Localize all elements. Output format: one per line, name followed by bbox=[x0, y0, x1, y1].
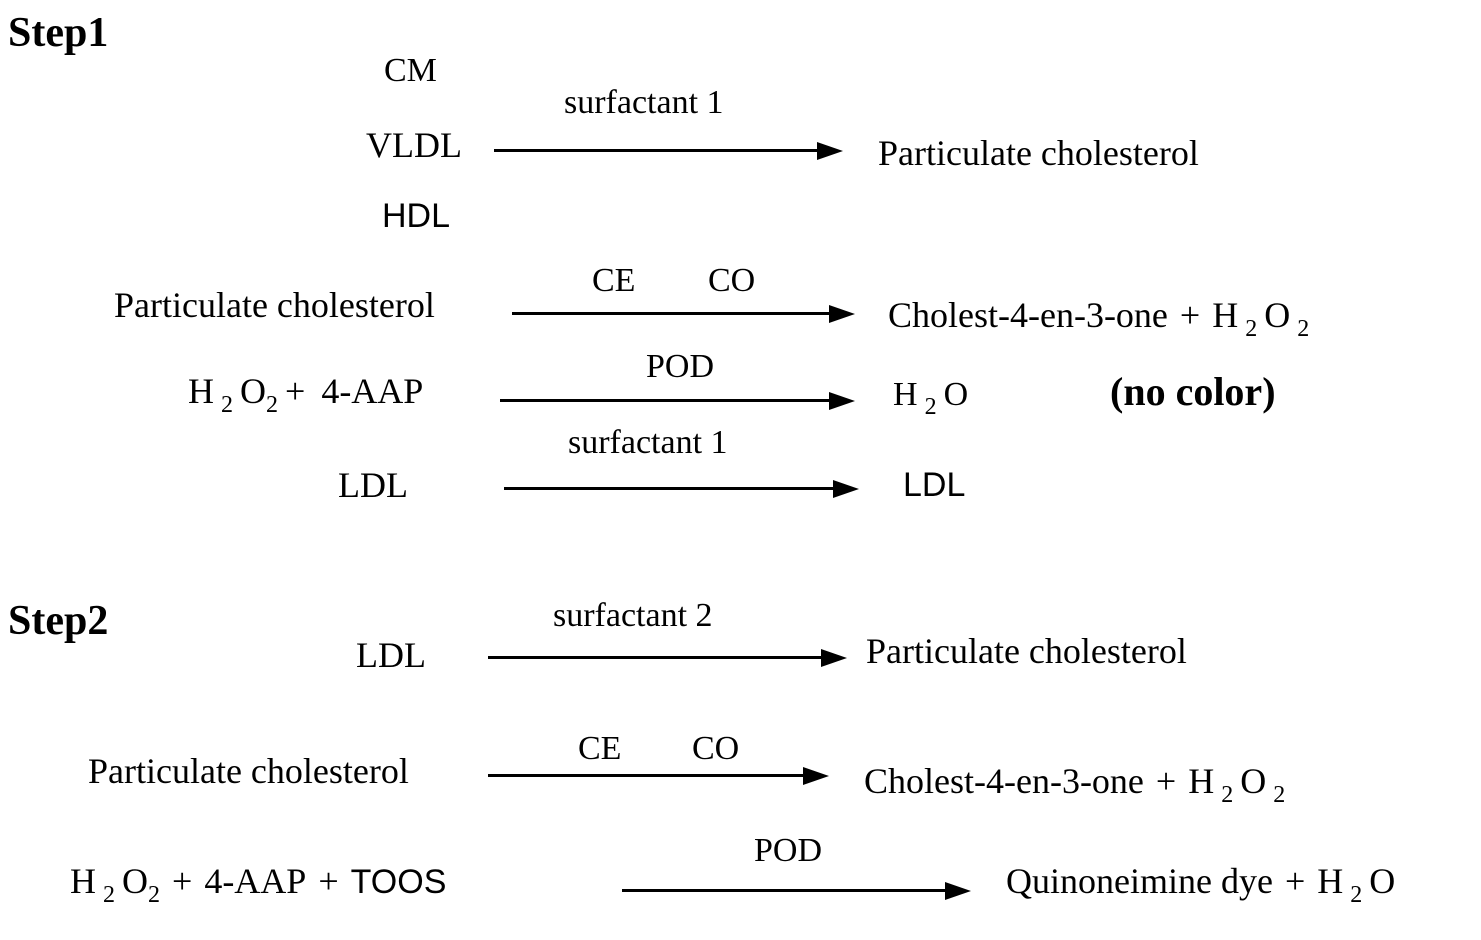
enzyme-ce-label: CE bbox=[578, 730, 622, 767]
h2o2-sub2b: 2 bbox=[148, 882, 160, 908]
toos-label: TOOS bbox=[350, 863, 447, 901]
step2-heading: Step2 bbox=[8, 598, 109, 644]
reaction-arrow-step1-pod bbox=[500, 399, 830, 402]
reaction-arrow-step2-pod bbox=[622, 889, 946, 892]
h2o2-O: O bbox=[240, 371, 266, 411]
product-ldl: LDL bbox=[903, 466, 966, 504]
h2o2-sub2b: 2 bbox=[1273, 782, 1286, 808]
h2o2-H: H bbox=[188, 371, 214, 411]
reactant-particulate-cholesterol: Particulate cholesterol bbox=[114, 285, 435, 325]
catalyst-surfactant1-label: surfactant 1 bbox=[564, 84, 724, 121]
h2o2-H: H bbox=[1188, 761, 1215, 801]
h2o-H: H bbox=[1317, 861, 1344, 901]
h2o2-H: H bbox=[70, 861, 96, 901]
four-aap-label: 4-AAP bbox=[321, 371, 424, 411]
four-aap-label: 4-AAP bbox=[204, 861, 307, 901]
enzyme-pod-label: POD bbox=[646, 348, 715, 385]
product-particulate-cholesterol: Particulate cholesterol bbox=[878, 133, 1199, 173]
h2o-O: O bbox=[943, 376, 969, 413]
reactant-cm: CM bbox=[384, 52, 437, 89]
quinoneimine-dye-label: Quinoneimine dye bbox=[1006, 861, 1273, 901]
plus-sign: + bbox=[285, 371, 306, 411]
no-color-annotation: (no color) bbox=[1110, 369, 1276, 414]
h2o2-sub2: 2 bbox=[103, 882, 115, 908]
step1-pod-reactants: H 2 O2 +4-AAP bbox=[188, 371, 424, 418]
step2-oxidation-products: Cholest-4-en-3-one + H 2 O 2 bbox=[864, 761, 1285, 808]
cholestenone-label: Cholest-4-en-3-one bbox=[888, 295, 1168, 335]
enzyme-ce-label: CE bbox=[592, 262, 636, 299]
reactant-vldl: VLDL bbox=[366, 125, 462, 165]
h2o2-O: O bbox=[1240, 761, 1267, 801]
enzyme-co-label: CO bbox=[708, 262, 756, 299]
reaction-arrow-step1-ldl-unchanged bbox=[504, 487, 834, 490]
h2o2-sub2: 2 bbox=[1245, 316, 1258, 342]
h2o2-sub2b: 2 bbox=[1297, 316, 1310, 342]
h2o-sub2: 2 bbox=[1350, 882, 1363, 908]
plus-sign: + bbox=[1155, 761, 1177, 801]
enzyme-pod-label: POD bbox=[754, 832, 823, 869]
h2o2-H: H bbox=[1212, 295, 1239, 335]
reactant-hdl: HDL bbox=[382, 197, 451, 235]
cholestenone-label: Cholest-4-en-3-one bbox=[864, 761, 1144, 801]
plus-sign: + bbox=[1284, 861, 1306, 901]
h2o-O: O bbox=[1369, 861, 1396, 901]
reaction-arrow-step2-solubilization bbox=[488, 656, 822, 659]
step1-oxidation-products: Cholest-4-en-3-one + H 2 O 2 bbox=[888, 295, 1309, 342]
step1-heading: Step1 bbox=[8, 10, 109, 56]
plus-sign: + bbox=[172, 861, 193, 901]
plus-sign: + bbox=[318, 861, 339, 901]
h2o-sub2: 2 bbox=[924, 394, 937, 420]
product-particulate-cholesterol: Particulate cholesterol bbox=[866, 631, 1187, 671]
h2o2-sub2: 2 bbox=[221, 392, 233, 418]
plus-sign: + bbox=[1179, 295, 1201, 335]
reactant-ldl: LDL bbox=[338, 465, 408, 505]
h2o2-sub2: 2 bbox=[1221, 782, 1234, 808]
reactant-ldl: LDL bbox=[356, 635, 426, 675]
h2o2-O: O bbox=[1264, 295, 1291, 335]
step2-pod-reactants: H 2 O2 +4-AAP + TOOS bbox=[70, 861, 447, 908]
reaction-arrow-step1-oxidation bbox=[512, 312, 830, 315]
h2o2-O: O bbox=[122, 861, 148, 901]
h2o2-sub2b: 2 bbox=[266, 392, 278, 418]
catalyst-surfactant1-label: surfactant 1 bbox=[568, 424, 728, 461]
step2-pod-products: Quinoneimine dye + H 2 O bbox=[1006, 861, 1396, 908]
h2o-H: H bbox=[893, 376, 918, 413]
reaction-arrow-step2-oxidation bbox=[488, 774, 804, 777]
reaction-arrow-step1-solubilization bbox=[494, 149, 818, 152]
reactant-particulate-cholesterol: Particulate cholesterol bbox=[88, 751, 409, 791]
enzyme-co-label: CO bbox=[692, 730, 740, 767]
catalyst-surfactant2-label: surfactant 2 bbox=[553, 597, 713, 634]
